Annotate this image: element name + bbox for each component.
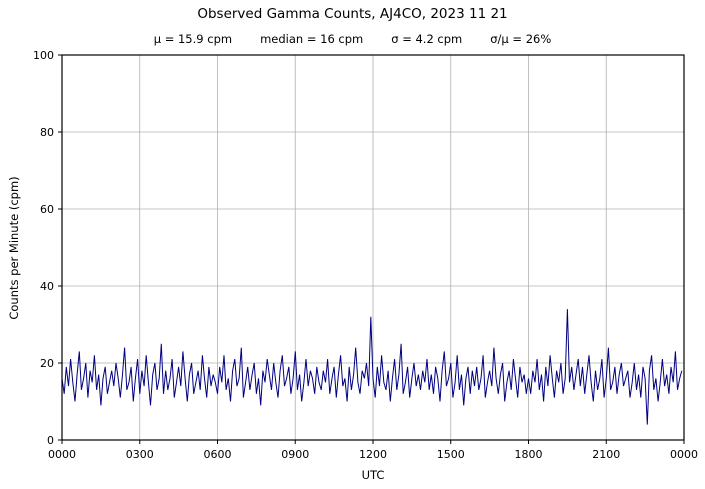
- stat-sigma: σ = 4.2 cpm: [391, 32, 463, 46]
- stat-sigma-over-mu: σ/μ = 26%: [490, 32, 552, 46]
- stat-mean: μ = 15.9 cpm: [153, 32, 233, 46]
- stat-median: median = 16 cpm: [260, 32, 364, 46]
- x-axis-label: UTC: [361, 468, 385, 482]
- svg-text:1500: 1500: [437, 448, 465, 461]
- svg-text:0900: 0900: [281, 448, 309, 461]
- svg-text:40: 40: [40, 280, 54, 293]
- svg-text:0000: 0000: [48, 448, 76, 461]
- svg-text:0: 0: [47, 434, 54, 447]
- chart-title: Observed Gamma Counts, AJ4CO, 2023 11 21: [197, 6, 508, 22]
- svg-text:0000: 0000: [670, 448, 698, 461]
- svg-text:20: 20: [40, 357, 54, 370]
- svg-text:2100: 2100: [592, 448, 620, 461]
- svg-text:0300: 0300: [126, 448, 154, 461]
- svg-text:100: 100: [33, 49, 54, 62]
- svg-text:1200: 1200: [359, 448, 387, 461]
- chart-subtitle: μ = 15.9 cpm median = 16 cpm σ = 4.2 cpm σ/…: [0, 32, 705, 46]
- svg-text:80: 80: [40, 126, 54, 139]
- svg-text:1800: 1800: [515, 448, 543, 461]
- svg-text:0600: 0600: [204, 448, 232, 461]
- svg-text:60: 60: [40, 203, 54, 216]
